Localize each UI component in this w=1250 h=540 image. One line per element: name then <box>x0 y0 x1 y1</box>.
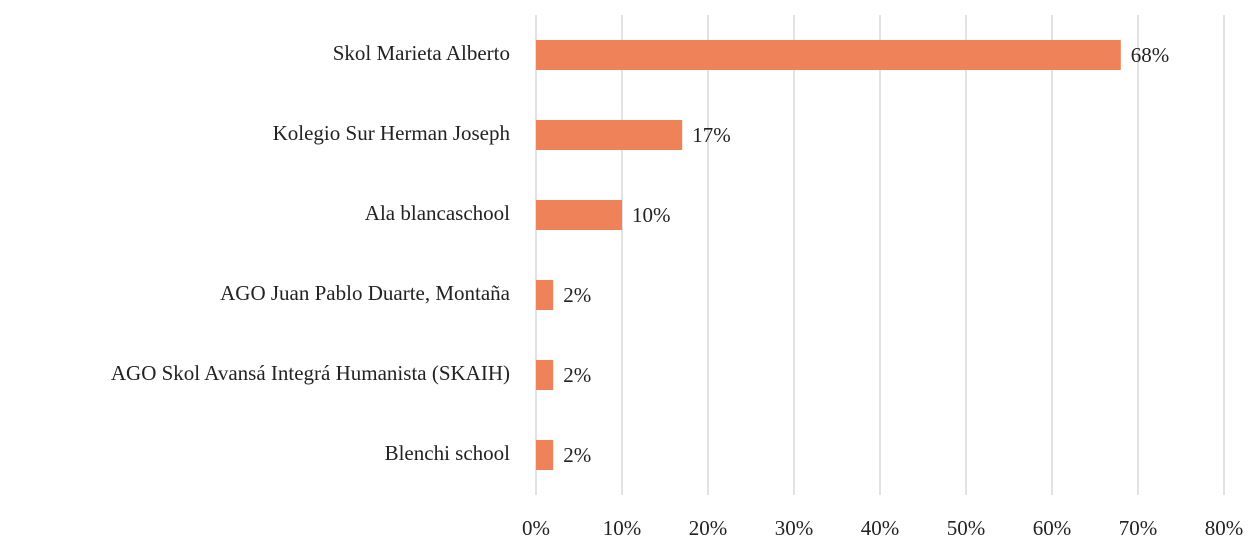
bar <box>536 440 554 470</box>
x-tick-label: 40% <box>861 516 900 540</box>
y-tick-label: AGO Juan Pablo Duarte, Montaña <box>220 281 511 305</box>
data-label: 2% <box>563 283 591 307</box>
bar <box>536 120 683 150</box>
x-tick-label: 80% <box>1205 516 1244 540</box>
data-label: 10% <box>632 203 671 227</box>
y-tick-label: Blenchi school <box>385 441 511 465</box>
x-tick-label: 10% <box>603 516 642 540</box>
data-label: 17% <box>692 123 731 147</box>
x-tick-label: 70% <box>1119 516 1158 540</box>
y-tick-label: Skol Marieta Alberto <box>333 41 510 65</box>
x-tick-label: 30% <box>775 516 814 540</box>
x-tick-label: 0% <box>522 516 550 540</box>
bar <box>536 360 554 390</box>
y-tick-label: Kolegio Sur Herman Joseph <box>273 121 511 145</box>
data-label: 68% <box>1131 43 1170 67</box>
bar <box>536 40 1121 70</box>
data-label: 2% <box>563 443 591 467</box>
x-tick-label: 50% <box>947 516 986 540</box>
bar <box>536 200 622 230</box>
x-tick-label: 20% <box>689 516 728 540</box>
bar <box>536 280 554 310</box>
x-tick-label: 60% <box>1033 516 1072 540</box>
data-label: 2% <box>563 363 591 387</box>
y-tick-label: Ala blancaschool <box>365 201 510 225</box>
y-tick-label: AGO Skol Avansá Integrá Humanista (SKAIH… <box>111 361 510 385</box>
